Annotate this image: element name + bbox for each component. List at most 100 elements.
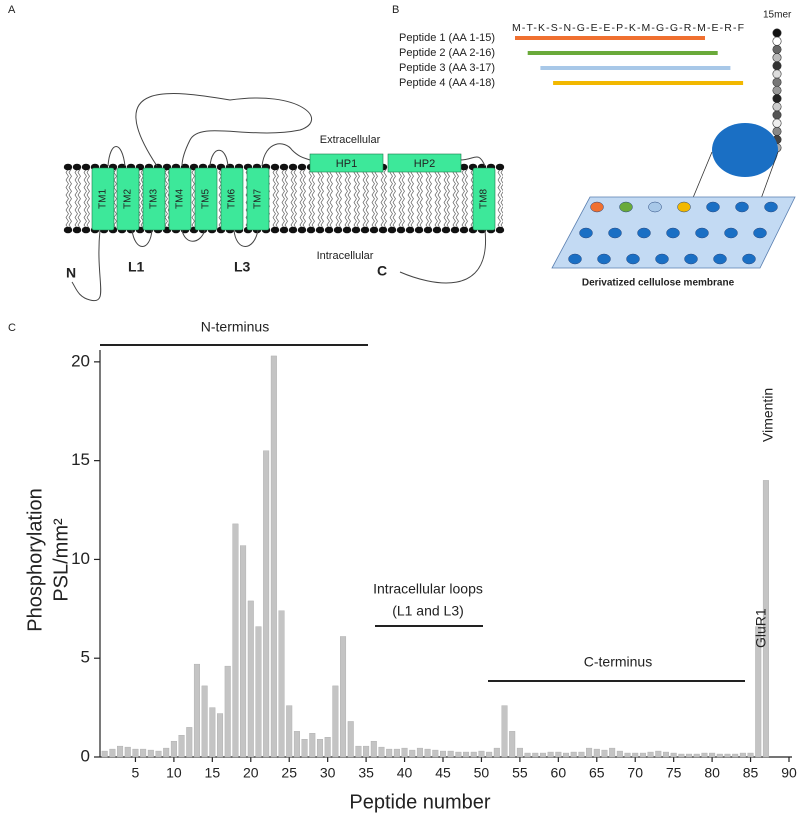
- bar: [386, 748, 393, 758]
- panel-label: B: [392, 4, 399, 16]
- x-tick-label: 25: [281, 765, 297, 781]
- lipid-head: [63, 163, 73, 171]
- hairpin: [309, 153, 384, 173]
- bar: [647, 751, 654, 758]
- y-tick-label: 15: [71, 450, 90, 469]
- amino-acid: [772, 69, 782, 79]
- lipid-head: [72, 163, 82, 171]
- lipid-head: [351, 226, 361, 234]
- lipid-head: [63, 226, 73, 234]
- lipid-head: [495, 163, 505, 171]
- sequence: M-T-K-S-N-G-E-E-P-K-M-G-G-R-M-E-R-F: [512, 22, 744, 34]
- bar: [124, 746, 131, 758]
- loops: [71, 93, 486, 302]
- region-label: C-terminus: [584, 654, 652, 670]
- tm-helix: [246, 167, 270, 231]
- peptide-spot: [568, 253, 582, 265]
- lipid-head: [279, 226, 289, 234]
- bar: [209, 707, 216, 758]
- bar: [155, 750, 162, 758]
- amino-acid: [772, 77, 782, 87]
- peptide-spot: [608, 227, 622, 239]
- lipid-head: [441, 226, 451, 234]
- tm-helix: [116, 167, 140, 231]
- bar: [332, 685, 339, 758]
- lipid-head: [432, 226, 442, 234]
- bar: [301, 739, 308, 758]
- bar: [670, 752, 677, 758]
- region-label: N-terminus: [201, 319, 269, 335]
- bar: [286, 705, 293, 758]
- x-tick-label: 30: [320, 765, 336, 781]
- bar: [624, 752, 631, 758]
- bar: [186, 727, 193, 758]
- bar: [240, 545, 247, 758]
- x-tick-label: 55: [512, 765, 528, 781]
- tm-helix: [220, 167, 244, 231]
- bar: [470, 751, 477, 758]
- tm-label: TM8: [479, 189, 490, 209]
- amino-acid: [772, 102, 782, 112]
- lipid-head: [459, 163, 469, 171]
- bar: [601, 749, 608, 758]
- lipid-head: [396, 226, 406, 234]
- peptide-spot: [695, 227, 709, 239]
- lipid-head: [297, 163, 307, 171]
- bar: [378, 746, 385, 758]
- x-tick-label: 75: [666, 765, 682, 781]
- bar: [193, 663, 200, 758]
- peptide-label: Peptide 1 (AA 1-15): [399, 32, 495, 44]
- y-axis-label: PSL/mm²: [50, 518, 72, 602]
- peptide-spot: [666, 227, 680, 239]
- bar: [739, 752, 746, 758]
- spot-zoom: [712, 123, 778, 177]
- peptides: Peptide 1 (AA 1-15) Peptide 2 (AA 2-16) Pe…: [399, 32, 744, 89]
- lipid-head: [378, 226, 388, 234]
- region-label: (L1 and L3): [392, 603, 464, 619]
- x-tick-label: 65: [589, 765, 605, 781]
- bar: [593, 748, 600, 758]
- y-tick-label: 10: [71, 549, 90, 568]
- tm-helix: [194, 167, 218, 231]
- lipid-head: [297, 226, 307, 234]
- peptide-spot: [655, 253, 669, 265]
- amino-acid: [772, 94, 782, 104]
- peptide-spot: [677, 201, 691, 213]
- amino-acid: [772, 36, 782, 46]
- bar: [463, 751, 470, 758]
- peptide-label: Peptide 3 (AA 3-17): [399, 62, 495, 74]
- bar: [732, 753, 739, 758]
- x-tick-label: 45: [435, 765, 451, 781]
- x-tick-label: 20: [243, 765, 259, 781]
- peptide-spot: [626, 253, 640, 265]
- x-tick-label: 10: [166, 765, 182, 781]
- bar: [432, 749, 439, 758]
- lipid-head: [81, 226, 91, 234]
- bar: [555, 751, 562, 758]
- bar: [455, 751, 462, 758]
- x-tick-label: 35: [358, 765, 374, 781]
- bar: [347, 721, 354, 758]
- bar: [393, 748, 400, 758]
- lipid-head: [279, 163, 289, 171]
- tm-helix: [142, 167, 166, 231]
- bar: [309, 733, 316, 758]
- bar: [109, 748, 116, 758]
- bar: [163, 747, 170, 758]
- bar: [578, 751, 585, 758]
- lipid-head: [405, 226, 415, 234]
- x-tick-label: 85: [743, 765, 759, 781]
- bar: [447, 750, 454, 758]
- bar: [693, 753, 700, 758]
- bar: [170, 740, 177, 758]
- x-tick-label: 70: [627, 765, 643, 781]
- lipid-head: [495, 226, 505, 234]
- tm-helix: [168, 167, 192, 231]
- bar: [678, 753, 685, 758]
- lipid-head: [459, 226, 469, 234]
- peptide-label: Peptide 2 (AA 2-16): [399, 47, 495, 59]
- peptide-bar: [553, 81, 744, 85]
- peptide-spot: [637, 227, 651, 239]
- peptide-spot: [764, 201, 778, 213]
- bar-annotation: Vimentin: [760, 388, 776, 442]
